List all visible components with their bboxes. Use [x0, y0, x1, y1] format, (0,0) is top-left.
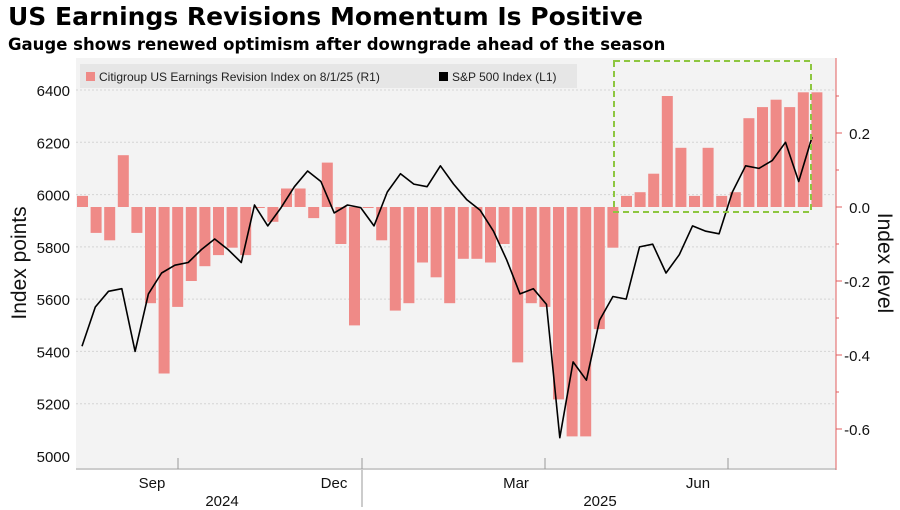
revision-bar: [389, 207, 401, 311]
revision-bar: [539, 207, 551, 307]
revision-bar: [90, 207, 102, 233]
revision-bar: [512, 207, 524, 363]
revision-bar: [444, 207, 456, 304]
revision-bar: [213, 207, 224, 256]
revision-bar: [253, 207, 265, 208]
sp500-line-group: [81, 136, 813, 439]
revision-bar: [104, 207, 116, 241]
revision-bar: [145, 207, 156, 304]
gridlines: [76, 89, 836, 405]
revision-bar: [240, 207, 252, 256]
x-year-label: 2025: [583, 493, 616, 510]
revision-bar: [362, 207, 374, 208]
revision-bar: [117, 155, 129, 207]
x-month-label: Mar: [503, 475, 529, 492]
chart-title: US Earnings Revisions Momentum Is Positi…: [8, 2, 643, 31]
revision-bar: [158, 207, 170, 374]
revision-bar: [403, 207, 415, 304]
revision-bar: [267, 207, 279, 222]
chart-subtitle: Gauge shows renewed optimism after downg…: [8, 35, 666, 54]
revision-bar: [743, 118, 755, 207]
revision-bar: [553, 207, 564, 400]
legend-swatch-sp500: [439, 72, 448, 81]
revision-bar: [525, 207, 537, 304]
right-tick-label: 0.2: [849, 126, 870, 143]
revision-bar: [131, 207, 143, 233]
left-tick-label: 5000: [37, 449, 70, 466]
revision-bar: [321, 162, 333, 207]
revision-bar: [349, 207, 360, 326]
left-tick-label: 6200: [37, 135, 70, 152]
x-year-label: 2024: [205, 493, 238, 510]
x-month-label: Dec: [321, 475, 348, 492]
revision-bar: [797, 92, 809, 207]
revision-bar: [430, 207, 442, 278]
revision-bar: [471, 207, 483, 259]
legend-swatch-revision-index: [86, 72, 95, 81]
revision-bar: [607, 207, 619, 248]
right-tick-label: -0.6: [844, 422, 870, 439]
right-axis-title: Index level: [873, 213, 896, 313]
revision-bar: [498, 207, 510, 244]
revision-bar: [689, 195, 700, 207]
left-tick-label: 6400: [37, 83, 70, 100]
left-axis-title: Index points: [8, 206, 31, 319]
left-tick-label: 5800: [37, 240, 70, 257]
revision-bar: [485, 207, 496, 263]
revision-bar: [376, 207, 388, 241]
left-tick-label: 5400: [37, 344, 70, 361]
legend: Citigroup US Earnings Revision Index on …: [80, 64, 577, 88]
revision-bar: [729, 192, 741, 207]
revision-bar: [294, 188, 306, 207]
revision-bar: [226, 207, 238, 248]
revision-bar: [702, 147, 714, 207]
revision-bar: [308, 207, 320, 219]
revision-bar: [457, 207, 469, 259]
legend-background: [80, 64, 577, 88]
revision-index-bars: [77, 92, 823, 437]
revision-bar: [757, 107, 768, 207]
revision-bar: [648, 173, 660, 207]
revision-bar: [335, 207, 347, 244]
revision-bar: [593, 207, 605, 330]
legend-label-revision-index: Citigroup US Earnings Revision Index on …: [99, 70, 380, 84]
right-tick-label: -0.2: [844, 274, 870, 291]
legend-label-sp500: S&P 500 Index (L1): [452, 70, 557, 84]
revision-bar: [716, 195, 728, 207]
revision-bar: [417, 207, 428, 263]
revision-bar: [675, 147, 687, 207]
right-tick-label: 0.0: [849, 200, 870, 217]
right-axis: 0.2 0.0 -0.2 -0.4 -0.6: [835, 58, 870, 470]
revision-bar: [770, 99, 782, 207]
revision-bar: [580, 207, 592, 437]
revision-bar: [634, 192, 646, 207]
x-month-label: Sep: [139, 475, 166, 492]
revision-bar: [199, 207, 211, 267]
x-axis: Sep Dec Mar Jun 2024 2025: [76, 458, 836, 510]
sp500-line: [81, 136, 813, 439]
revision-bar: [661, 96, 673, 207]
right-tick-label: -0.4: [844, 348, 870, 365]
revision-bar: [621, 195, 632, 207]
revision-bar: [77, 195, 88, 207]
left-axis-ticks: 5000 5200 5400 5600 5800 6000 6200 6400: [37, 83, 70, 466]
left-tick-label: 6000: [37, 188, 70, 205]
revision-bar: [811, 92, 823, 207]
revision-bar: [566, 207, 578, 437]
highlight-box: [613, 60, 812, 213]
revision-bar: [185, 207, 197, 281]
left-tick-label: 5600: [37, 292, 70, 309]
revision-bar: [172, 207, 184, 307]
left-tick-label: 5200: [37, 397, 70, 414]
x-month-label: Jun: [686, 475, 710, 492]
